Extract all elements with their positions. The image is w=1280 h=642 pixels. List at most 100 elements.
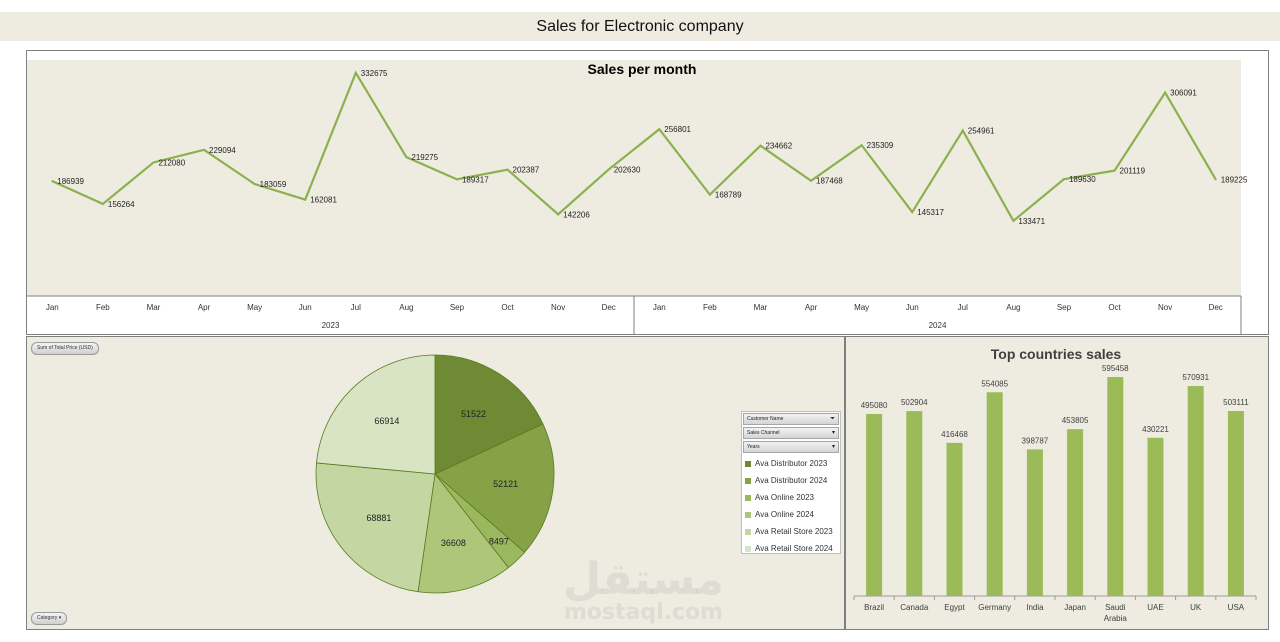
data-point bbox=[708, 193, 711, 196]
page-title: Sales for Electronic company bbox=[0, 12, 1280, 41]
pie-slice bbox=[417, 473, 510, 594]
bar-value-label: 554085 bbox=[981, 379, 1008, 388]
data-point bbox=[253, 183, 256, 186]
bar bbox=[1187, 386, 1204, 596]
pie-slice bbox=[434, 423, 555, 553]
top-countries-chart: Top countries sales 495080 Brazil 502904 Can… bbox=[853, 346, 1257, 623]
x-tick-label: UAE bbox=[1147, 603, 1163, 612]
x-tick-label: Mar bbox=[147, 303, 161, 312]
x-tick-label: Sep bbox=[1057, 303, 1072, 312]
x-tick-label: Canada bbox=[900, 603, 929, 612]
group-label: 2023 bbox=[322, 321, 340, 330]
series-line bbox=[51, 70, 1217, 223]
data-label: 168789 bbox=[715, 191, 742, 200]
x-tick-label: Dec bbox=[602, 303, 616, 312]
x-tick-label: Jul bbox=[958, 303, 968, 312]
bar bbox=[946, 442, 963, 596]
x-tick-label: Arabia bbox=[1104, 614, 1128, 623]
x-tick-label: Apr bbox=[198, 303, 211, 312]
x-tick-label: Germany bbox=[978, 603, 1011, 612]
data-point bbox=[961, 129, 964, 132]
data-label: 133471 bbox=[1018, 217, 1045, 226]
watermark: مستقل mostaql.com bbox=[563, 558, 724, 624]
data-point bbox=[1113, 169, 1116, 172]
x-tick-label: Nov bbox=[1158, 303, 1172, 312]
data-label: 142206 bbox=[563, 210, 590, 219]
data-label: 189317 bbox=[462, 175, 489, 184]
pie-slice bbox=[315, 462, 436, 593]
bar bbox=[906, 411, 923, 596]
data-point bbox=[405, 156, 408, 159]
data-label: 183059 bbox=[260, 180, 287, 189]
legend-item: Ava Distributor 2023 bbox=[742, 455, 840, 472]
x-tick-label: Japan bbox=[1064, 603, 1086, 612]
bar bbox=[1026, 449, 1043, 596]
bar-value-label: 453805 bbox=[1062, 416, 1089, 425]
legend-field-button[interactable]: Years ▾ bbox=[743, 441, 839, 453]
x-tick-label: Aug bbox=[399, 303, 413, 312]
x-tick-label: Oct bbox=[501, 303, 514, 312]
bar bbox=[1107, 377, 1124, 596]
bar bbox=[1227, 411, 1244, 596]
x-tick-label: Jun bbox=[299, 303, 312, 312]
legend-swatch bbox=[745, 460, 751, 467]
legend-field-label: Years bbox=[747, 444, 760, 450]
x-tick-label: May bbox=[247, 303, 262, 312]
legend-label: Ava Distributor 2024 bbox=[755, 476, 828, 485]
data-point bbox=[911, 211, 914, 214]
x-tick-label: Jun bbox=[906, 303, 919, 312]
data-point bbox=[1062, 178, 1065, 181]
slice-label: 52121 bbox=[493, 479, 518, 489]
data-label: 201119 bbox=[1120, 167, 1146, 176]
slice-label: 36608 bbox=[441, 538, 466, 548]
watermark-latin: mostaql.com bbox=[563, 600, 724, 625]
bar-value-label: 502904 bbox=[901, 398, 928, 407]
data-point bbox=[51, 180, 54, 183]
data-label: 212080 bbox=[158, 158, 185, 167]
data-label: 156264 bbox=[108, 200, 135, 209]
data-label: 235309 bbox=[867, 141, 894, 150]
sales-channel-pie-chart: 51522 52121 8497 36608 68881 66914 bbox=[315, 354, 555, 594]
data-point bbox=[759, 144, 762, 147]
x-tick-label: Feb bbox=[96, 303, 110, 312]
legend-item: Ava Retail Store 2023 bbox=[742, 523, 840, 540]
data-label: 234662 bbox=[765, 142, 792, 151]
bar bbox=[986, 392, 1003, 596]
data-label: 202630 bbox=[614, 165, 641, 174]
chart-title: Top countries sales bbox=[991, 346, 1122, 362]
x-tick-label: India bbox=[1026, 603, 1044, 612]
pie-slice bbox=[434, 354, 544, 475]
pie-slice bbox=[316, 354, 436, 475]
data-label: 306091 bbox=[1170, 89, 1197, 98]
x-tick-label: USA bbox=[1228, 603, 1245, 612]
slice-label: 51522 bbox=[461, 409, 486, 419]
data-label: 254961 bbox=[968, 127, 995, 136]
data-label: 162081 bbox=[310, 196, 337, 205]
chevron-down-icon: ▾ bbox=[831, 444, 835, 450]
x-tick-label: Aug bbox=[1006, 303, 1020, 312]
data-label: 189630 bbox=[1069, 175, 1096, 184]
legend-label: Ava Online 2023 bbox=[755, 493, 815, 502]
legend-field-button[interactable]: Customer Name ⏷ bbox=[743, 413, 839, 425]
bar-value-label: 570931 bbox=[1182, 373, 1209, 382]
data-label: 189225 bbox=[1221, 175, 1248, 184]
category-field-button[interactable]: Category ▾ bbox=[31, 612, 68, 625]
legend-label: Ava Retail Store 2024 bbox=[755, 544, 833, 553]
x-tick-label: Jan bbox=[653, 303, 666, 312]
slice-label: 66914 bbox=[374, 416, 399, 426]
legend-label: Ava Distributor 2023 bbox=[755, 459, 828, 468]
data-point bbox=[203, 148, 206, 151]
bar-value-label: 595458 bbox=[1102, 364, 1129, 373]
bar-value-label: 416468 bbox=[941, 430, 968, 439]
bar-chart-panel: Top countries sales 495080 Brazil 502904 Can… bbox=[845, 336, 1269, 630]
legend-field-button[interactable]: Sales Channel ▾ bbox=[743, 427, 839, 439]
legend-field-label: Sales Channel bbox=[747, 430, 780, 436]
bar bbox=[1067, 429, 1084, 596]
legend-swatch bbox=[745, 477, 751, 484]
slice-label: 68881 bbox=[366, 513, 391, 523]
value-field-button[interactable]: Sum of Total Price (USD) bbox=[31, 342, 99, 355]
data-label: 229094 bbox=[209, 146, 236, 155]
legend-swatch bbox=[745, 494, 751, 501]
data-label: 256801 bbox=[664, 125, 691, 134]
data-point bbox=[1214, 178, 1217, 181]
